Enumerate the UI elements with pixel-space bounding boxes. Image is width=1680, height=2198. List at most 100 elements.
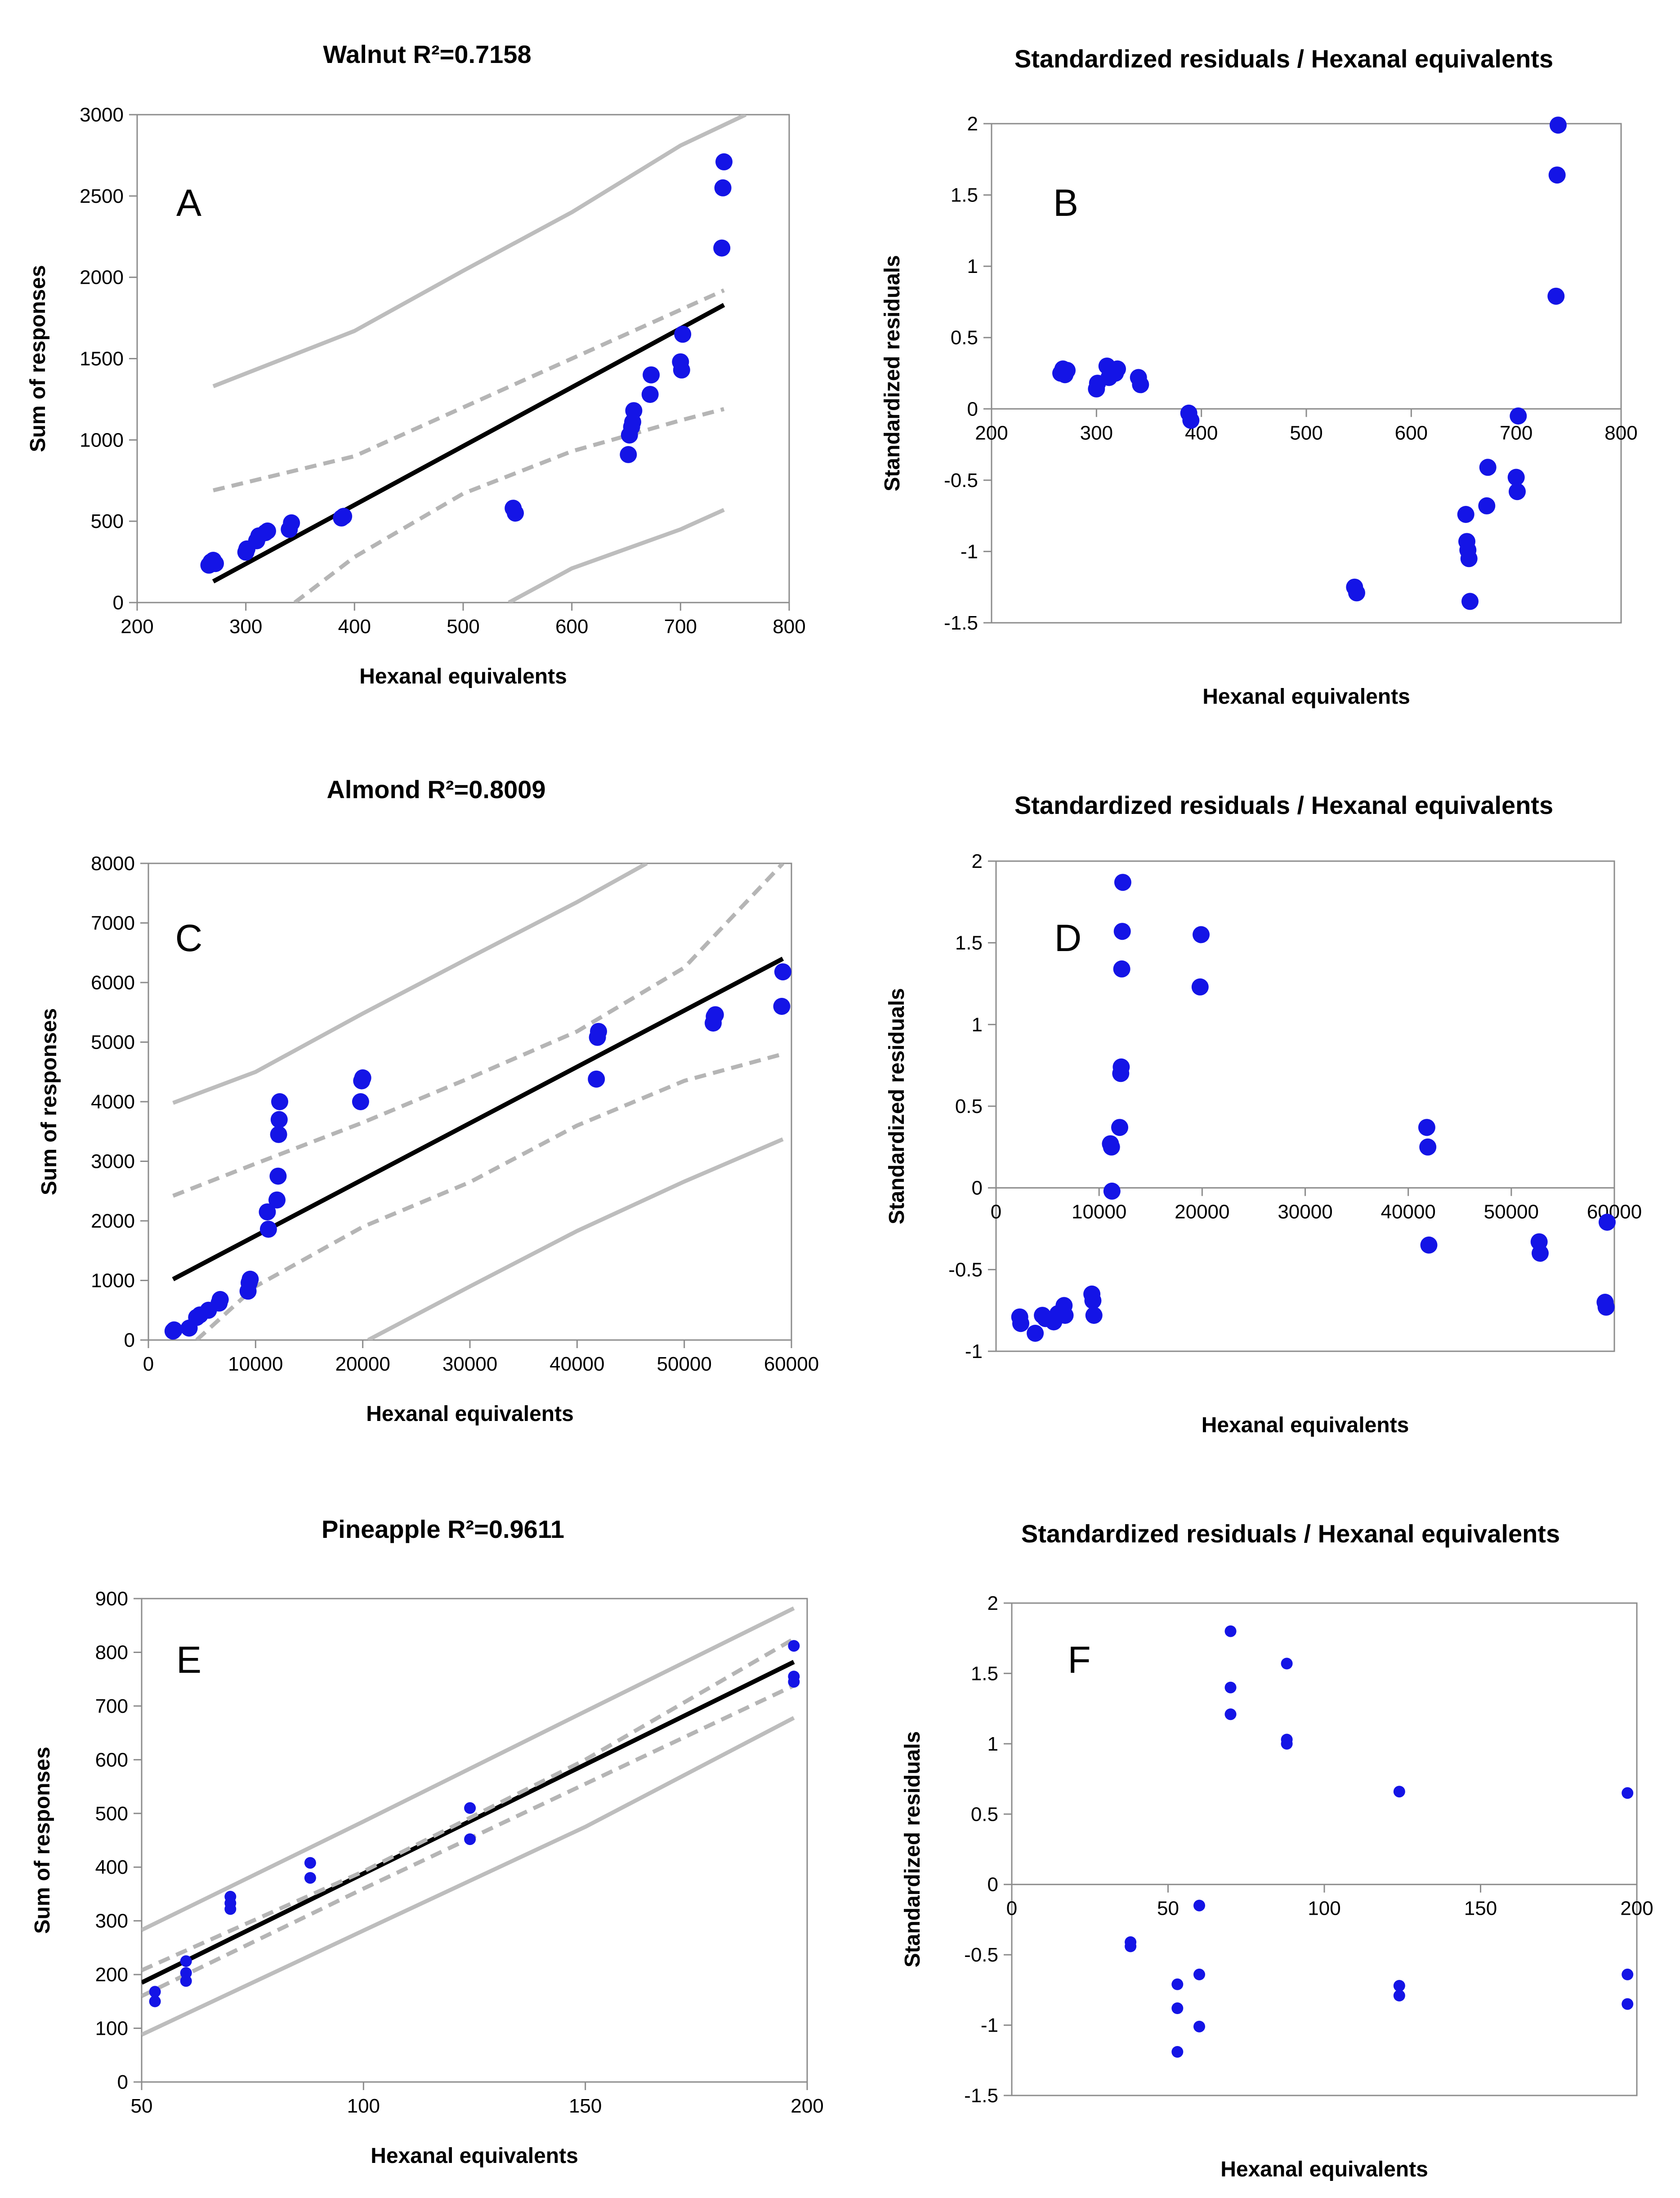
y-tick-label: -1 [981,2015,998,2037]
x-tick-label: 700 [664,616,697,638]
data-point [620,446,637,463]
y-tick-label: 1.5 [971,1662,998,1684]
chart-title: Walnut R²=0.7158 [323,40,531,68]
data-point [269,1167,287,1185]
y-tick-label: 500 [95,1803,128,1825]
data-point [271,1093,288,1110]
data-point [715,153,733,170]
y-tick-label: 1000 [91,1270,135,1292]
data-point [224,1890,237,1903]
y-tick-label: 0 [972,1177,983,1199]
data-point [1224,1708,1237,1720]
data-point [713,239,731,257]
y-axis-label: Standardized residuals [880,255,904,491]
plot-area [136,114,790,603]
data-point [165,1321,183,1339]
x-tick-label: 30000 [1278,1201,1332,1223]
data-point [149,1995,161,2007]
data-point [211,1291,229,1308]
x-tick-label: 500 [1290,422,1323,444]
data-point [590,1023,607,1040]
x-tick-label: 300 [1080,422,1113,444]
data-point [1224,1625,1237,1637]
y-tick-label: -0.5 [964,1944,998,1966]
series-line-prediction-band-upper [172,863,648,1105]
data-point [1622,1787,1634,1799]
data-point [1507,469,1525,486]
series-line-confidence-band-lower [293,407,725,603]
x-tick-label: 50 [1157,1898,1179,1920]
x-tick-label: 40000 [550,1353,604,1375]
data-point [1027,1325,1044,1342]
chart-title: Standardized residuals / Hexanal equival… [1021,1519,1560,1548]
data-point [241,1270,259,1288]
data-point [1457,506,1474,523]
data-point [1281,1738,1293,1750]
data-point [1084,1292,1102,1309]
chart-pineapple-residuals: Standardized residuals / Hexanal equival… [901,1519,1653,2181]
y-tick-label: -1.5 [944,612,978,634]
y-tick-label: 1.5 [955,932,983,954]
y-tick-label: 300 [95,1910,128,1932]
chart-title: Standardized residuals / Hexanal equival… [1014,791,1553,819]
x-tick-label: 0 [143,1353,154,1375]
data-point [1114,874,1131,891]
data-point [270,1111,288,1128]
data-point [774,963,791,981]
data-point [1393,1980,1405,1992]
data-point [641,386,659,403]
y-tick-label: 0 [124,1329,135,1351]
x-tick-label: 40000 [1381,1201,1435,1223]
chart-walnut-residuals: Standardized residuals / Hexanal equival… [880,45,1638,709]
series-line-regression-line [212,303,725,584]
y-tick-label: 0.5 [955,1095,983,1117]
data-point [1103,1138,1120,1156]
x-tick-label: 10000 [228,1353,283,1375]
data-point [1085,1307,1103,1324]
panel-letter: E [176,1639,201,1681]
x-axis-label: Hexanal equivalents [371,2144,578,2168]
data-point [1460,550,1478,567]
y-tick-label: -0.5 [948,1259,983,1281]
data-point [180,1967,192,1979]
plot-area [995,860,1615,1352]
data-point [1171,2046,1184,2058]
y-tick-label: 500 [91,510,124,532]
data-point [354,1069,371,1086]
y-tick-label: 2000 [80,267,124,289]
y-tick-label: -1 [965,1340,983,1363]
data-point [1193,1899,1205,1912]
plot-area [991,123,1622,624]
y-tick-label: 0 [987,1874,998,1896]
data-point [1461,593,1479,610]
data-point [1224,1681,1237,1693]
data-point [1012,1315,1029,1332]
x-tick-label: 50000 [657,1353,711,1375]
data-point [259,1203,276,1221]
x-tick-label: 200 [975,422,1008,444]
x-tick-label: 200 [1620,1898,1653,1920]
data-point [1597,1298,1615,1316]
y-tick-label: 1 [987,1733,998,1755]
series-line-confidence-band-upper [172,863,785,1198]
data-point [714,179,732,197]
y-tick-label: 100 [95,2018,128,2040]
data-point [270,1126,287,1143]
x-axis-label: Hexanal equivalents [1220,2158,1428,2181]
data-point [1622,1968,1634,1980]
y-tick-label: 600 [95,1749,128,1771]
series-line-confidence-band-upper [213,288,725,492]
series-line-prediction-band-upper [142,1606,795,1932]
x-tick-label: 200 [121,616,153,638]
data-point [1193,926,1210,943]
chart-pineapple-regression: Pineapple R²=0.9611 E 50 100 150 200 0 100 200 30… [31,1515,824,2168]
y-tick-label: 1.5 [951,184,978,206]
data-point [1509,483,1526,500]
x-tick-label: 50 [131,2095,153,2117]
data-point [207,555,224,572]
data-point [1281,1657,1293,1670]
data-point [1532,1245,1549,1262]
x-axis-label: Hexanal equivalents [366,1402,574,1426]
